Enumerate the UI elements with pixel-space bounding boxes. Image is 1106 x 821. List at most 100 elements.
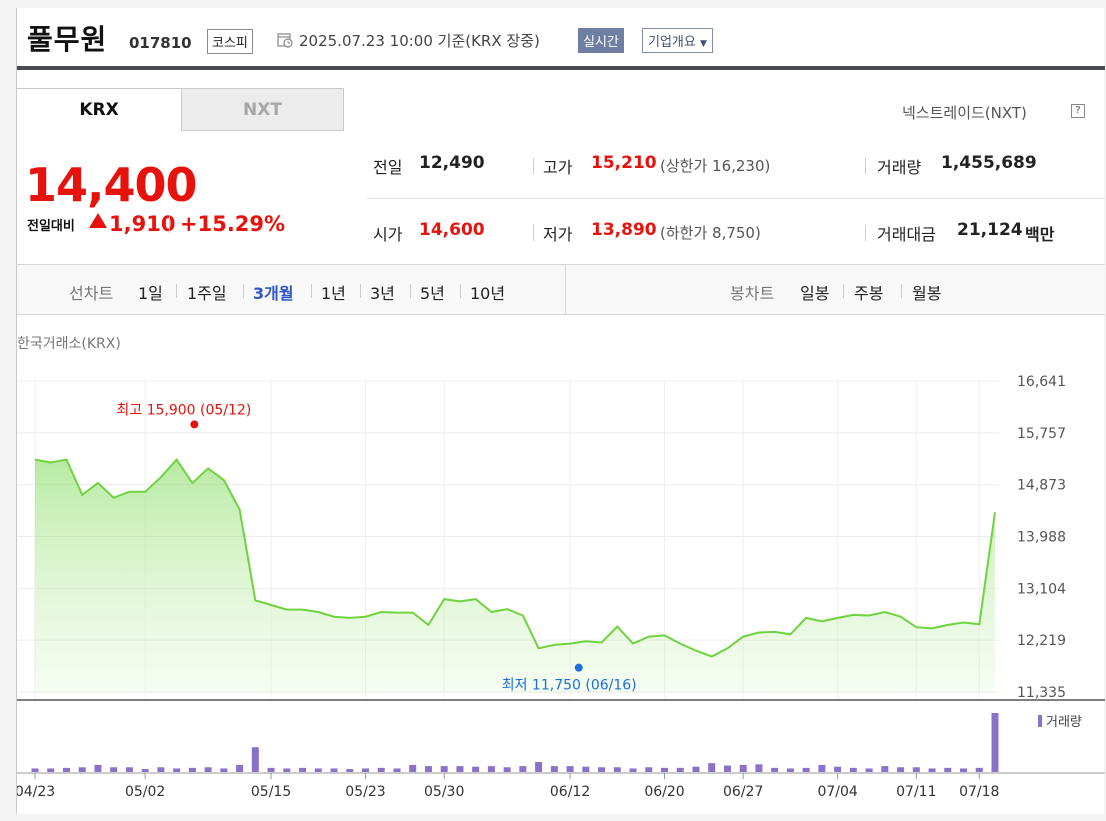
price-chart[interactable]: 최고 15,900 (05/12) 최저 11,750 (06/16) 04/23… <box>17 363 1105 813</box>
volume-bar <box>566 766 574 772</box>
volume-bar <box>440 766 448 772</box>
realtime-badge: 실시간 <box>578 28 624 53</box>
period-toolbar <box>17 264 1105 315</box>
volume-bar <box>786 768 794 772</box>
period-1w[interactable]: 1주일 <box>187 284 227 303</box>
volume-bar <box>110 767 118 772</box>
open-value: 14,600 <box>419 220 485 240</box>
volume-bar <box>283 768 291 772</box>
x-tick-label: 06/27 <box>723 784 763 800</box>
volume-bar <box>897 767 905 772</box>
divider <box>169 215 170 233</box>
volume-bar <box>220 768 228 772</box>
period-1y[interactable]: 1년 <box>321 284 346 303</box>
volume-bar <box>755 764 763 772</box>
amount-value: 21,124 <box>957 220 1023 240</box>
volume-bar <box>991 713 999 772</box>
volume-bar <box>818 764 826 772</box>
up-arrow-icon <box>89 213 107 228</box>
x-tick-label: 05/30 <box>424 784 464 800</box>
x-tick-label: 07/04 <box>817 784 857 800</box>
volume-bar <box>346 769 354 772</box>
volume-bar <box>849 767 857 772</box>
divider <box>865 225 866 241</box>
y-tick-label: 11,335 <box>1017 685 1066 701</box>
volume-bar <box>236 764 244 772</box>
low-marker <box>574 663 583 672</box>
volume-bar <box>251 747 259 772</box>
volume-bar <box>519 766 527 772</box>
y-tick-label: 14,873 <box>1017 478 1066 494</box>
period-10y[interactable]: 10년 <box>470 284 506 303</box>
price-area <box>35 459 995 693</box>
line-chart-label: 선차트 <box>69 284 114 303</box>
volume-bar <box>157 767 165 772</box>
lower-limit: (하한가 8,750) <box>660 224 761 242</box>
volume-value: 1,455,689 <box>941 153 1037 173</box>
x-tick-label: 06/20 <box>644 784 684 800</box>
x-tick-label: 04/23 <box>17 784 55 800</box>
period-3y[interactable]: 3년 <box>370 284 395 303</box>
x-tick-label: 05/02 <box>125 784 165 800</box>
x-tick-label: 06/12 <box>550 784 590 800</box>
volume-bar <box>173 768 181 772</box>
y-tick-label: 16,641 <box>1017 374 1066 390</box>
volume-bar <box>582 766 590 772</box>
volume-bar <box>723 765 731 772</box>
candle-weekly[interactable]: 주봉 <box>854 284 884 303</box>
volume-legend-swatch <box>1038 715 1042 727</box>
volume-bar <box>94 764 102 772</box>
volume-bar <box>267 767 275 772</box>
volume-bar <box>535 761 543 772</box>
clock-icon <box>277 33 293 48</box>
volume-bar <box>314 768 322 772</box>
volume-bar <box>47 768 55 772</box>
volume-bar <box>944 767 952 772</box>
volume-bar <box>141 769 149 772</box>
period-5y[interactable]: 5년 <box>420 284 445 303</box>
price-line <box>34 457 996 658</box>
volume-bar <box>598 767 606 772</box>
volume-bar <box>739 764 747 772</box>
volume-bar <box>62 767 70 772</box>
nextrade-link[interactable]: 넥스트레이드(NXT) <box>902 104 1027 122</box>
change-percent: +15.29% <box>180 212 286 236</box>
candle-monthly[interactable]: 월봉 <box>912 284 942 303</box>
x-tick-label: 07/18 <box>959 784 999 800</box>
stats-divider <box>367 198 1105 199</box>
volume-bar <box>188 767 196 772</box>
period-3m[interactable]: 3개월 <box>253 284 294 303</box>
divider <box>176 284 177 298</box>
volume-bar <box>330 768 338 772</box>
volume-bar <box>928 768 936 772</box>
volume-bar <box>393 768 401 772</box>
volume-bar <box>661 767 669 772</box>
market-badge: 코스피 <box>207 29 253 54</box>
divider <box>865 158 866 174</box>
timestamp: 2025.07.23 10:00 기준(KRX 장중) <box>299 32 540 50</box>
y-tick-label: 15,757 <box>1017 426 1066 442</box>
divider <box>243 284 244 298</box>
volume-bar <box>299 767 307 772</box>
low-value: 13,890 <box>591 220 657 240</box>
low-annotation: 최저 11,750 (06/16) <box>502 678 637 694</box>
tab-krx[interactable]: KRX <box>17 88 181 131</box>
volume-bar <box>676 767 684 772</box>
candle-daily[interactable]: 일봉 <box>800 284 830 303</box>
volume-bar <box>31 768 39 772</box>
divider <box>533 158 534 174</box>
help-icon[interactable]: ? <box>1071 104 1085 118</box>
volume-label: 거래량 <box>877 158 922 177</box>
change-label: 전일대비 <box>27 219 75 234</box>
amount-label: 거래대금 <box>877 225 936 244</box>
divider <box>901 284 902 298</box>
company-overview-button[interactable]: 기업개요 ▼ <box>642 28 713 53</box>
prev-close-label: 전일 <box>373 158 403 177</box>
amount-unit: 백만 <box>1025 225 1055 244</box>
volume-bar <box>834 766 842 772</box>
ticker-code: 017810 <box>129 34 192 52</box>
period-1d[interactable]: 1일 <box>138 284 163 303</box>
tab-nxt[interactable]: NXT <box>181 88 344 131</box>
open-label: 시가 <box>373 225 403 244</box>
volume-bar <box>645 767 653 772</box>
